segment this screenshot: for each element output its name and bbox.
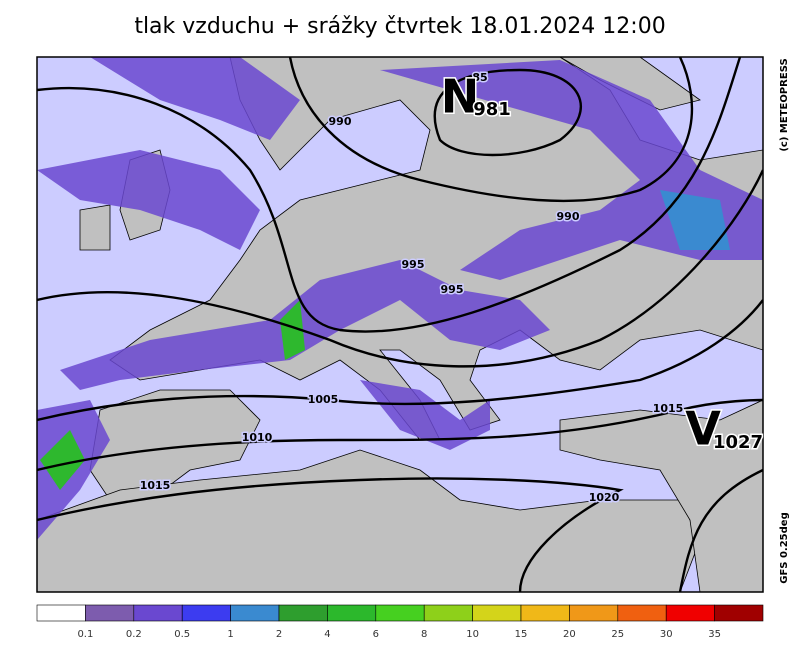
legend-swatch <box>133 604 183 622</box>
legend-label: 10 <box>466 629 479 640</box>
legend-label: 0.2 <box>126 629 142 640</box>
legend-swatch <box>181 604 231 622</box>
high-symbol: V <box>685 402 721 456</box>
map-frame <box>36 56 764 593</box>
model-label: GFS 0.25deg <box>779 512 790 584</box>
legend-swatch <box>472 604 522 622</box>
legend-label: 4 <box>324 629 330 640</box>
legend-swatch <box>36 604 86 622</box>
legend-swatch <box>714 604 764 622</box>
map <box>37 57 763 592</box>
legend-swatch <box>230 604 280 622</box>
isobar-label: 1020 <box>589 491 620 504</box>
title: tlak vzduchu + srážky čtvrtek 18.01.2024… <box>134 14 665 39</box>
legend-label: 0.1 <box>77 629 93 640</box>
legend-label: 25 <box>611 629 624 640</box>
legend-swatch <box>569 604 619 622</box>
legend-swatch <box>375 604 425 622</box>
legend-label: 2 <box>276 629 282 640</box>
isobar-label: 995 <box>402 258 425 271</box>
legend-swatch <box>617 604 667 622</box>
legend-swatch <box>278 604 328 622</box>
low-symbol: N <box>441 70 480 124</box>
legend-label: 0.5 <box>174 629 190 640</box>
isobar-label: 1015 <box>140 479 171 492</box>
legend: 0.1 0.2 0.5 1 2 4 6 8 10 15 20 25 30 35 <box>36 604 764 640</box>
isobar-label: 1010 <box>242 431 273 444</box>
isobar-label: 990 <box>329 115 352 128</box>
low-value: 981 <box>473 99 511 120</box>
isobar-label: 1015 <box>653 402 684 415</box>
legend-label: 20 <box>563 629 576 640</box>
legend-swatch <box>85 604 135 622</box>
legend-label: 6 <box>373 629 379 640</box>
isobar-label: 995 <box>441 283 464 296</box>
legend-label: 1 <box>227 629 233 640</box>
legend-label: 15 <box>515 629 528 640</box>
credit: (c) METEOPRESS <box>779 58 790 151</box>
legend-label: 8 <box>421 629 427 640</box>
legend-swatch <box>520 604 570 622</box>
high-value: 1027 <box>713 432 763 453</box>
isobar-label: 1005 <box>308 393 339 406</box>
legend-swatch <box>327 604 377 622</box>
isobar-label: 990 <box>557 210 580 223</box>
legend-label: 35 <box>708 629 721 640</box>
legend-swatch <box>423 604 473 622</box>
isobar-label: 85 <box>472 71 487 84</box>
legend-label: 30 <box>660 629 673 640</box>
legend-swatch <box>665 604 715 622</box>
